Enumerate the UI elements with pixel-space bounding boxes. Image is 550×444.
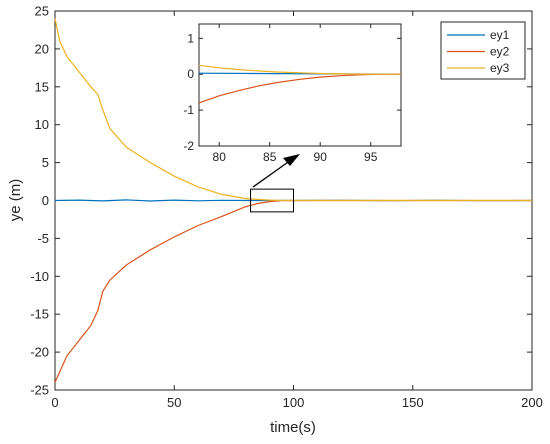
- inset-x-ticks: 80 85 90 95: [213, 24, 378, 164]
- legend: ey1 ey2 ey3: [440, 21, 526, 80]
- zoom-region-box: [250, 188, 295, 213]
- inset-y-ticks: -2 -1 0 1: [183, 31, 401, 153]
- legend-label-ey2: ey2: [490, 45, 510, 59]
- zoom-arrow: [252, 154, 300, 188]
- y-axis-label: ye (m): [7, 179, 24, 222]
- y-tick-label: -15: [30, 307, 49, 322]
- inset-y-tick-label: 1: [187, 31, 194, 45]
- main-series-lines: [54, 18, 533, 383]
- y-tick-label: 5: [42, 155, 49, 170]
- inset-y-tick-label: -1: [183, 103, 194, 117]
- legend-items: ey1 ey2 ey3: [447, 28, 510, 75]
- y-tick-label: 25: [35, 4, 49, 19]
- inset-x-tick-label: 95: [364, 150, 378, 164]
- y-tick-label: -25: [30, 383, 49, 398]
- y-tick-label: -5: [37, 231, 49, 246]
- inset-y-tick-label: -2: [183, 139, 194, 153]
- x-tick-label: 200: [521, 395, 543, 410]
- legend-label-ey1: ey1: [490, 28, 510, 42]
- inset-series-line-ey3: [198, 64, 401, 75]
- legend-label-ey3: ey3: [490, 61, 510, 75]
- legend-box: [440, 21, 526, 80]
- x-tick-label: 0: [51, 395, 58, 410]
- x-tick-label: 150: [402, 395, 424, 410]
- inset-series-lines: [198, 64, 402, 104]
- x-axis-label: time(s): [270, 419, 316, 436]
- y-tick-label: -20: [30, 345, 49, 360]
- series-line-ey3: [54, 18, 532, 202]
- inset-plot-area: [198, 23, 402, 147]
- inset-y-tick-label: 0: [187, 67, 194, 81]
- y-tick-label: -10: [30, 269, 49, 284]
- inset-axes: 80 85 90 95 -2 -1 0 1: [183, 23, 402, 164]
- y-tick-label: 15: [35, 79, 49, 94]
- inset-x-tick-label: 80: [213, 150, 227, 164]
- y-tick-label: 20: [35, 41, 49, 56]
- inset-x-tick-label: 85: [263, 150, 277, 164]
- x-tick-label: 50: [167, 395, 181, 410]
- x-tick-label: 100: [283, 395, 305, 410]
- y-tick-label: 10: [35, 117, 49, 132]
- y-tick-label: 0: [42, 193, 49, 208]
- main-x-ticks: 0 50 100 150 200: [51, 11, 543, 410]
- inset-x-tick-label: 90: [314, 150, 328, 164]
